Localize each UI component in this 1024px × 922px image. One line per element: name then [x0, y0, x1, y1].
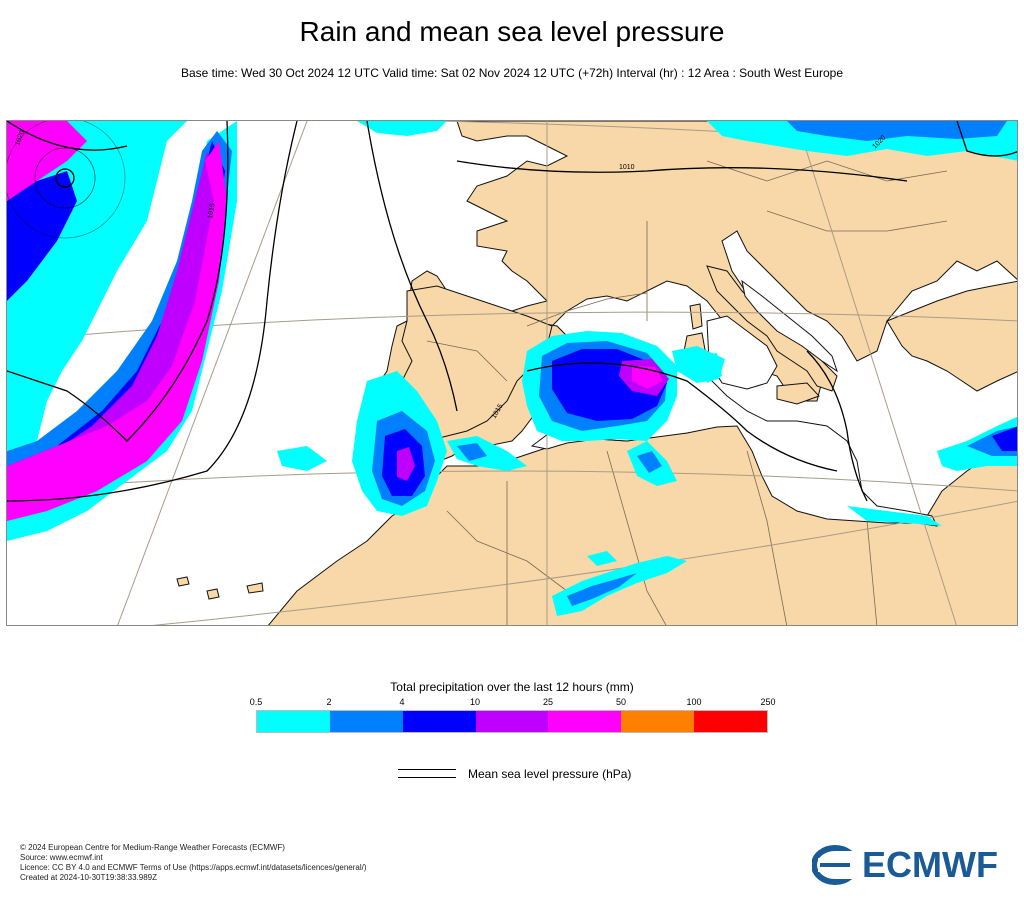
- colorbar-segment: [548, 711, 622, 732]
- land-greece: [886, 280, 1017, 392]
- land-canary-2: [246, 582, 264, 594]
- precip-nw-magenta: [7, 121, 87, 201]
- precip-sahara-blue: [567, 573, 637, 606]
- map-svg: 1020 1015 1010 1015 1020: [7, 121, 1017, 625]
- land-corsica: [689, 303, 703, 330]
- ecmwf-logo-icon: [812, 845, 858, 885]
- land-iberia: [401, 285, 553, 442]
- precip-biscay-cyan: [357, 121, 447, 136]
- chart-subtitle: Base time: Wed 30 Oct 2024 12 UTC Valid …: [181, 66, 843, 80]
- pressure-legend-label: Mean sea level pressure (hPa): [468, 767, 632, 781]
- footer-copyright: © 2024 European Centre for Medium-Range …: [20, 843, 285, 852]
- colorbar-segment: [329, 711, 403, 732]
- footer-created: Created at 2024-10-30T19:38:33.989Z: [20, 873, 157, 882]
- isobar-label-2: 1015: [207, 203, 217, 220]
- legend-tick: 2: [326, 697, 332, 707]
- precip-colorbar: [256, 710, 768, 733]
- legend-tick: 50: [615, 697, 627, 707]
- precip-atlantic-magenta: [7, 141, 227, 521]
- map-panel: 1020 1015 1010 1015 1020: [6, 120, 1018, 626]
- isobar-1015: [7, 121, 298, 502]
- isobar-1: [7, 121, 128, 151]
- low-ring-1: [34, 147, 96, 209]
- colorbar-segment: [621, 711, 695, 732]
- colorbar-segment: [694, 711, 768, 732]
- isobar-label-1: 1020: [14, 130, 26, 147]
- borders-layer: [426, 160, 948, 625]
- pressure-line-key: [398, 768, 458, 780]
- precip-atl-small-1: [277, 446, 327, 471]
- precip-nw-blue: [7, 171, 77, 301]
- land-canary-3: [176, 576, 190, 587]
- precip-sahara-small: [587, 551, 617, 566]
- precip-algeria-blue: [637, 451, 662, 473]
- low-ring-2: [7, 121, 126, 239]
- legend-tick: 100: [686, 697, 702, 707]
- legend-tick: 0.5: [249, 697, 263, 707]
- precip-eastmed-dark: [992, 426, 1017, 451]
- colorbar-segment: [475, 711, 549, 732]
- footer-credits: © 2024 European Centre for Medium-Range …: [20, 843, 367, 883]
- isobar-1020: [366, 121, 458, 412]
- land-canary-1: [206, 588, 220, 600]
- ecmwf-logo: ECMWF: [812, 845, 1012, 885]
- isobar-1010: [7, 121, 229, 442]
- precip-italy-cyan: [672, 346, 725, 383]
- isobar-1015c: [526, 362, 838, 472]
- legend-tick: 4: [399, 697, 405, 707]
- sea-adriatic: [741, 279, 838, 373]
- footer-licence: Licence: CC BY 4.0 and ECMWF Terms of Us…: [20, 863, 367, 872]
- isobar-label-3: 1010: [619, 164, 635, 171]
- precip-north-blue: [787, 121, 1007, 141]
- precip-nw-cyan: [7, 251, 67, 381]
- isobar-1015b: [456, 160, 908, 182]
- chart-title: Rain and mean sea level pressure: [299, 16, 725, 47]
- footer-source: Source: www.ecmwf.int: [20, 853, 103, 862]
- precip-libya-cyan: [847, 506, 942, 526]
- precip-atlantic-purple: [7, 151, 219, 481]
- legend-title: Total precipitation over the last 12 hou…: [390, 680, 634, 694]
- precip-morocco-purple: [397, 447, 415, 481]
- land-sicily: [776, 382, 820, 405]
- colorbar-segment: [257, 711, 330, 732]
- legend-tick: 250: [760, 697, 776, 707]
- ecmwf-logo-text: ECMWF: [862, 844, 998, 885]
- isobar-ne: [956, 121, 1017, 157]
- isobar-east: [806, 350, 868, 502]
- legend-tick: 25: [542, 697, 554, 707]
- precip-gibraltar-b: [457, 443, 487, 461]
- colorbar-segment: [402, 711, 476, 732]
- low-centre: [55, 168, 75, 188]
- legend-tick: 10: [469, 697, 481, 707]
- precip-balearic-magenta: [632, 366, 663, 389]
- isobar-layer: [7, 121, 1017, 502]
